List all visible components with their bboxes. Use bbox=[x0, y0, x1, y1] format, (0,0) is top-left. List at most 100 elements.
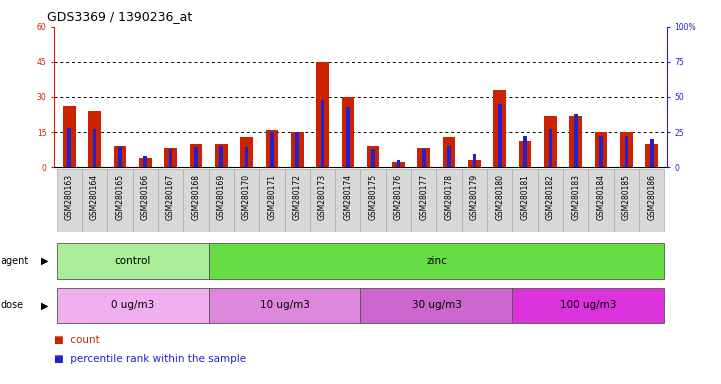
Bar bbox=[57, 288, 208, 323]
Text: GSM280169: GSM280169 bbox=[217, 174, 226, 220]
Bar bbox=[342, 97, 354, 167]
Bar bbox=[208, 169, 234, 232]
Bar bbox=[240, 137, 253, 167]
Text: ■  percentile rank within the sample: ■ percentile rank within the sample bbox=[54, 354, 246, 364]
Bar bbox=[270, 132, 274, 167]
Bar bbox=[487, 169, 513, 232]
Bar bbox=[519, 141, 531, 167]
Bar bbox=[544, 116, 557, 167]
Text: ▶: ▶ bbox=[41, 256, 48, 266]
Bar bbox=[595, 132, 607, 167]
Bar bbox=[118, 147, 122, 167]
Bar bbox=[422, 149, 425, 167]
Bar bbox=[93, 129, 97, 167]
Text: 0 ug/m3: 0 ug/m3 bbox=[111, 300, 154, 310]
Bar bbox=[291, 132, 304, 167]
Bar bbox=[114, 146, 126, 167]
Bar bbox=[588, 169, 614, 232]
Bar bbox=[63, 106, 76, 167]
Bar bbox=[397, 160, 400, 167]
Text: GSM280172: GSM280172 bbox=[293, 174, 301, 220]
Bar bbox=[133, 169, 158, 232]
Bar bbox=[447, 146, 451, 167]
Text: 30 ug/m3: 30 ug/m3 bbox=[412, 300, 461, 310]
Bar bbox=[538, 169, 563, 232]
Bar bbox=[417, 148, 430, 167]
Bar bbox=[498, 104, 502, 167]
Bar bbox=[650, 139, 654, 167]
Bar bbox=[317, 62, 329, 167]
Bar bbox=[265, 130, 278, 167]
Bar bbox=[645, 144, 658, 167]
Bar bbox=[208, 288, 360, 323]
Bar bbox=[143, 156, 147, 167]
Text: GSM280178: GSM280178 bbox=[445, 174, 454, 220]
Bar bbox=[57, 169, 82, 232]
Text: GSM280174: GSM280174 bbox=[343, 174, 353, 220]
Bar bbox=[371, 149, 375, 167]
Bar bbox=[139, 158, 151, 167]
Bar bbox=[67, 128, 71, 167]
Bar bbox=[563, 169, 588, 232]
Text: GSM280163: GSM280163 bbox=[65, 174, 74, 220]
Bar bbox=[183, 169, 208, 232]
Text: GSM280176: GSM280176 bbox=[394, 174, 403, 220]
Bar bbox=[461, 169, 487, 232]
Text: GSM280181: GSM280181 bbox=[521, 174, 530, 220]
Text: GSM280183: GSM280183 bbox=[571, 174, 580, 220]
Bar bbox=[234, 169, 260, 232]
Text: GSM280177: GSM280177 bbox=[420, 174, 428, 220]
Bar bbox=[513, 169, 538, 232]
Text: dose: dose bbox=[1, 300, 24, 310]
Text: control: control bbox=[115, 256, 151, 266]
Bar bbox=[513, 288, 664, 323]
Bar bbox=[321, 100, 324, 167]
Bar bbox=[296, 132, 299, 167]
Bar bbox=[57, 243, 208, 279]
Text: GSM280186: GSM280186 bbox=[647, 174, 656, 220]
Bar bbox=[219, 146, 223, 167]
Text: GSM280175: GSM280175 bbox=[368, 174, 378, 220]
Text: agent: agent bbox=[1, 256, 29, 266]
Text: zinc: zinc bbox=[426, 256, 447, 266]
Bar bbox=[386, 169, 411, 232]
Bar bbox=[190, 144, 202, 167]
Bar bbox=[472, 154, 477, 167]
Bar bbox=[164, 148, 177, 167]
Text: GSM280165: GSM280165 bbox=[115, 174, 125, 220]
Bar bbox=[310, 169, 335, 232]
Text: GSM280185: GSM280185 bbox=[622, 174, 631, 220]
Bar bbox=[194, 147, 198, 167]
Bar bbox=[158, 169, 183, 232]
Bar bbox=[82, 169, 107, 232]
Bar bbox=[493, 90, 506, 167]
Text: ■  count: ■ count bbox=[54, 335, 99, 345]
Bar bbox=[468, 160, 481, 167]
Bar bbox=[244, 147, 249, 167]
Bar bbox=[367, 146, 379, 167]
Text: GSM280170: GSM280170 bbox=[242, 174, 251, 220]
Bar bbox=[215, 144, 228, 167]
Text: GDS3369 / 1390236_at: GDS3369 / 1390236_at bbox=[47, 10, 192, 23]
Bar bbox=[360, 169, 386, 232]
Text: GSM280173: GSM280173 bbox=[318, 174, 327, 220]
Bar bbox=[624, 136, 628, 167]
Bar bbox=[169, 149, 172, 167]
Bar bbox=[411, 169, 436, 232]
Text: GSM280171: GSM280171 bbox=[267, 174, 276, 220]
Text: GSM280166: GSM280166 bbox=[141, 174, 150, 220]
Bar bbox=[549, 129, 552, 167]
Text: GSM280180: GSM280180 bbox=[495, 174, 504, 220]
Bar bbox=[208, 243, 664, 279]
Text: 10 ug/m3: 10 ug/m3 bbox=[260, 300, 309, 310]
Bar bbox=[335, 169, 360, 232]
Bar bbox=[614, 169, 639, 232]
Text: GSM280167: GSM280167 bbox=[166, 174, 175, 220]
Bar bbox=[574, 114, 578, 167]
Text: GSM280179: GSM280179 bbox=[470, 174, 479, 220]
Text: ▶: ▶ bbox=[41, 300, 48, 310]
Bar bbox=[599, 136, 603, 167]
Bar bbox=[260, 169, 285, 232]
Bar bbox=[570, 116, 582, 167]
Bar bbox=[88, 111, 101, 167]
